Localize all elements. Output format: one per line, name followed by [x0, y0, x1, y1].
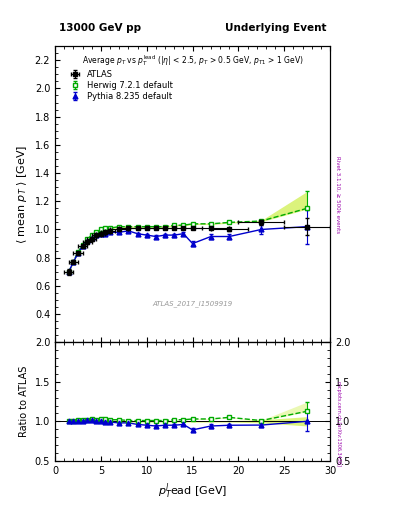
Y-axis label: $\langle$ mean $p_T$ $\rangle$ [GeV]: $\langle$ mean $p_T$ $\rangle$ [GeV]: [15, 144, 29, 244]
Text: mcplots.cern.ch [arXiv:1306.3436]: mcplots.cern.ch [arXiv:1306.3436]: [336, 381, 341, 466]
Y-axis label: Rivet 3.1.10, ≥ 500k events: Rivet 3.1.10, ≥ 500k events: [336, 156, 341, 233]
X-axis label: $p_T^l$ead [GeV]: $p_T^l$ead [GeV]: [158, 481, 227, 501]
Text: Average $p_T$ vs $p_T^{\rm lead}$ ($|\eta|$ < 2.5, $p_T$ > 0.5 GeV, $p_{T1}$ > 1: Average $p_T$ vs $p_T^{\rm lead}$ ($|\et…: [82, 53, 303, 69]
Y-axis label: Ratio to ATLAS: Ratio to ATLAS: [19, 366, 29, 437]
Legend: ATLAS, Herwig 7.2.1 default, Pythia 8.235 default: ATLAS, Herwig 7.2.1 default, Pythia 8.23…: [65, 68, 175, 102]
Text: ATLAS_2017_I1509919: ATLAS_2017_I1509919: [152, 301, 233, 307]
Text: 13000 GeV pp: 13000 GeV pp: [59, 23, 141, 33]
Text: Underlying Event: Underlying Event: [225, 23, 326, 33]
